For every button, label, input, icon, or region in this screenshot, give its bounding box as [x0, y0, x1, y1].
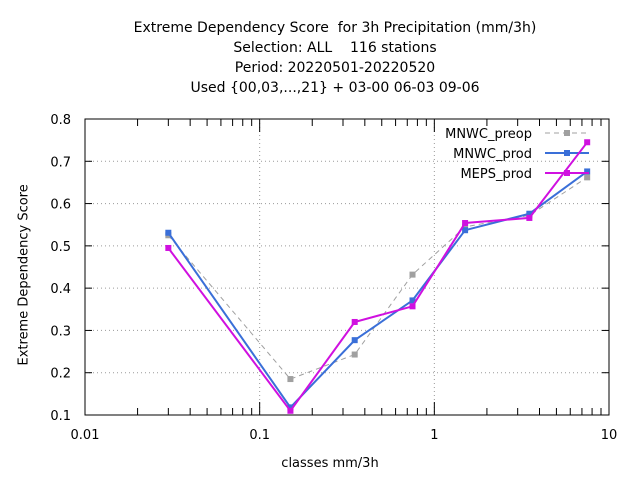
y-tick-label: 0.2 [50, 367, 71, 382]
chart-subtitle-selection: Selection: ALL 116 stations [233, 40, 437, 56]
x-tick-label: 1 [430, 428, 438, 443]
y-tick-label: 0.3 [50, 324, 71, 339]
y-tick-label: 0.6 [50, 198, 71, 213]
legend-marker [564, 130, 570, 136]
x-tick-label: 0.1 [249, 428, 270, 443]
data-point-MNWC_prod [409, 297, 416, 304]
series-line-MNWC_prod [167, 170, 588, 409]
y-tick-label: 0.5 [50, 240, 71, 255]
x-tick-label: 0.01 [71, 428, 100, 443]
data-point-MNWC_preop [409, 271, 416, 278]
legend-marker [564, 150, 570, 156]
data-point-MNWC_prod [351, 337, 358, 344]
y-tick-label: 0.4 [50, 282, 71, 297]
data-point-MNWC_prod [462, 227, 469, 234]
data-point-MEPS_prod [409, 303, 416, 310]
data-point-MEPS_prod [287, 407, 294, 414]
data-point-MEPS_prod [584, 139, 591, 146]
legend-marker [564, 170, 570, 176]
legend-label: MNWC_prod [453, 147, 532, 162]
legend-label: MEPS_prod [460, 167, 532, 182]
data-point-MNWC_preop [351, 351, 358, 358]
y-tick-label: 0.1 [50, 409, 71, 424]
series-line-MEPS_prod [167, 141, 588, 413]
data-point-MNWC_prod [526, 210, 533, 217]
data-point-MNWC_prod [165, 229, 172, 236]
data-point-MEPS_prod [462, 220, 469, 227]
y-tick-label: 0.7 [50, 155, 71, 170]
data-point-MNWC_preop [462, 223, 469, 230]
chart-subtitle-period: Period: 20220501-20220520 [234, 60, 436, 76]
data-point-MNWC_preop [584, 174, 591, 181]
y-axis-label: Extreme Dependency Score [16, 184, 32, 366]
chart-title-block: Extreme Dependency Score for 3h Precipit… [0, 18, 640, 98]
chart-subtitle-used: Used {00,03,...,21} + 03-00 06-03 09-06 [190, 80, 480, 96]
legend-label: MNWC_preop [445, 127, 532, 142]
data-point-MNWC_prod [287, 404, 294, 411]
data-point-MEPS_prod [165, 244, 172, 251]
y-tick-label: 0.8 [50, 113, 71, 128]
data-point-MEPS_prod [526, 214, 533, 221]
data-point-MNWC_preop [287, 376, 294, 383]
chart-title: Extreme Dependency Score for 3h Precipit… [133, 20, 537, 36]
x-axis-label: classes mm/3h [281, 456, 379, 471]
data-point-MNWC_prod [584, 168, 591, 175]
plot-frame [84, 118, 610, 416]
series-line-MNWC_preop [167, 176, 588, 380]
data-point-MEPS_prod [351, 318, 358, 325]
x-tick-label: 10 [601, 428, 618, 443]
